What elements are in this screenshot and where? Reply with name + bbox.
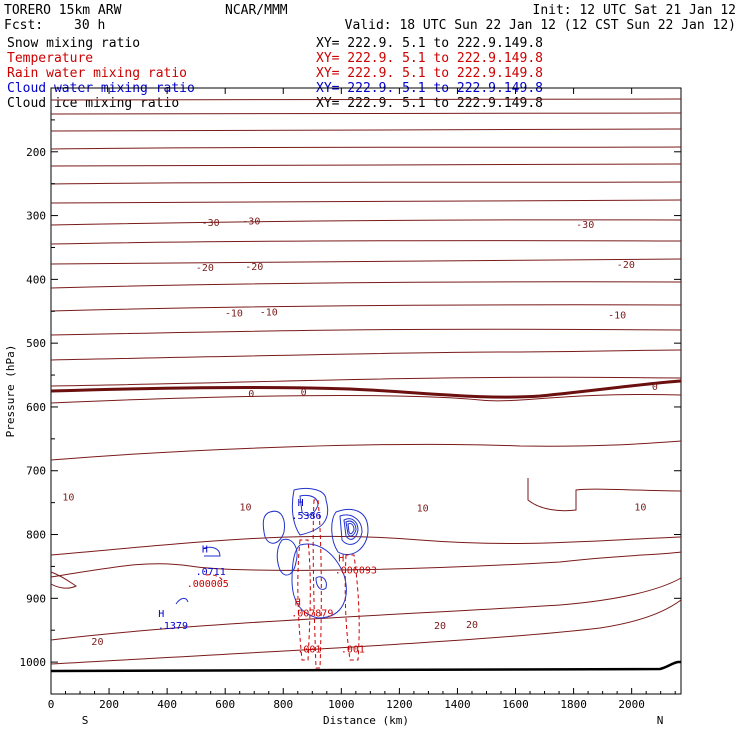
legend-temperature-xy: XY= 222.9. 5.1 to 222.9.149.8 (316, 51, 543, 66)
isotherm-label: 20 (466, 620, 478, 631)
x-tick-label: 200 (99, 698, 119, 711)
isotherm-contours (50, 98, 682, 665)
isotherm-label: -10 (608, 310, 626, 321)
isotherm-label: -10 (225, 309, 243, 320)
isotherm-label: 10 (62, 492, 74, 503)
field-extremum-label: .5386 (291, 511, 321, 522)
field-extremum-label: H (295, 598, 301, 609)
y-tick-label: 1000 (20, 656, 47, 669)
x-tick-label: 0 (48, 698, 55, 711)
isotherm-label: -20 (245, 262, 263, 273)
field-extremum-label: .001 (297, 645, 321, 656)
ground-surface (50, 660, 681, 673)
valid-time: Valid: 18 UTC Sun 22 Jan 12 (12 CST Sun … (345, 18, 736, 33)
init-time: Init: 12 UTC Sat 21 Jan 12 (533, 3, 737, 18)
field-extremum-label: H (158, 609, 164, 620)
x-tick-label: 800 (273, 698, 293, 711)
y-tick-label: 900 (26, 592, 46, 605)
rain-water-contours (205, 499, 360, 669)
isotherm-label: -30 (576, 220, 594, 231)
isotherm-label: 20 (91, 637, 103, 648)
annotations: H.0711H.1379.000005H.5386H.007879H.00609… (158, 498, 377, 656)
y-tick-label: 500 (26, 337, 46, 350)
isotherm-label: 10 (239, 502, 251, 513)
legend-rain-xy: XY= 222.9. 5.1 to 222.9.149.8 (316, 66, 543, 81)
field-extremum-label: .007879 (291, 608, 333, 619)
y-axis-label: Pressure (hPa) (4, 345, 17, 438)
y-tick-label: 600 (26, 401, 46, 414)
y-tick-label: 400 (26, 273, 46, 286)
field-extremum-label: .000005 (187, 579, 229, 590)
y-tick-label: 800 (26, 529, 46, 542)
isotherm-label: 10 (634, 502, 646, 513)
x-tick-label: 600 (215, 698, 235, 711)
field-extremum-label: .1379 (158, 621, 188, 632)
cloud-water-contours (175, 487, 369, 619)
x-tick-label: 1600 (502, 698, 529, 711)
x-tick-label: 1000 (328, 698, 355, 711)
isotherm-label: -10 (260, 307, 278, 318)
model-title: TORERO 15km ARW (4, 3, 122, 18)
field-extremum-label: H (298, 498, 304, 509)
field-extremum-label: .0711 (196, 567, 226, 578)
x-axis-label: Distance (km) (323, 714, 409, 727)
zero-isotherm (50, 379, 682, 399)
y-tick-label: 200 (26, 146, 46, 159)
forecast-label: Fcst: (4, 18, 43, 33)
x-axis: 0 200 400 600 800 1000 1200 1400 1600 1800 2000 (48, 88, 676, 711)
field-extremum-label: H (202, 545, 208, 556)
x-tick-label: 400 (157, 698, 177, 711)
y-tick-label: 700 (26, 465, 46, 478)
legend-cloud-ice-name: Cloud ice mixing ratio (7, 96, 179, 111)
left-edge-contour (50, 571, 77, 589)
field-extremum-label: .001 (341, 645, 365, 656)
legend-snow-xy: XY= 222.9. 5.1 to 222.9.149.8 (316, 36, 543, 51)
legend-cloud-ice-xy: XY= 222.9. 5.1 to 222.9.149.8 (316, 96, 543, 111)
isotherm-label: -30 (242, 217, 260, 228)
isotherm-label: 0 (248, 389, 254, 400)
isotherm-label: -20 (617, 260, 635, 271)
legend-rain-name: Rain water mixing ratio (7, 66, 187, 81)
field-extremum-label: H (338, 553, 344, 564)
x-tick-label: 2000 (618, 698, 645, 711)
contour-labels: -30 -30 -30 -20 -20 -20 -10 -10 -10 0 0 0 10 10 10 10 20… (62, 217, 657, 648)
field-extremum-label: .006093 (335, 566, 377, 577)
isotherm-label: 0 (652, 382, 658, 393)
x-tick-label: 1200 (386, 698, 413, 711)
isotherm-label: 0 (301, 388, 307, 399)
x-tick-label: 1800 (560, 698, 587, 711)
legend-snow-name: Snow mixing ratio (7, 36, 140, 51)
y-tick-label: 300 (26, 210, 46, 223)
forecast-hours: 30 h (74, 18, 105, 33)
x-end-right-label: N (657, 714, 664, 727)
legend-temperature-name: Temperature (7, 51, 93, 66)
isotherm-label: -20 (196, 263, 214, 274)
x-end-left-label: S (82, 714, 89, 727)
x-tick-label: 1400 (444, 698, 471, 711)
isotherm-label: 20 (434, 621, 446, 632)
isotherm-label: -30 (202, 218, 220, 229)
center-title: NCAR/MMM (225, 3, 288, 18)
bump-contour (527, 478, 682, 512)
isotherm-label: 10 (417, 504, 429, 515)
